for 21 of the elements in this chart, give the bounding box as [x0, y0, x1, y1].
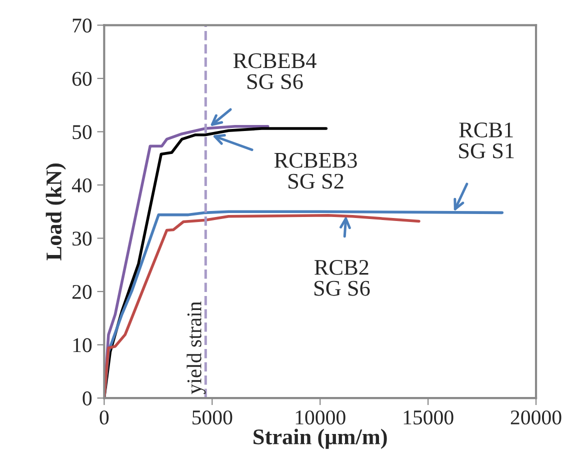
- annotation: RCB1 SG S1: [459, 122, 514, 158]
- y-tick-label: 70: [72, 18, 92, 33]
- y-tick-label: 10: [73, 338, 92, 352]
- annotation: RCBEB4 SG S6: [233, 53, 316, 90]
- annotation: RCBEB3 SG S2: [274, 152, 357, 189]
- ref-line-label: yield strain: [186, 301, 206, 394]
- annotation: RCB2 SG S6: [314, 260, 370, 296]
- y-tick-label: 60: [72, 72, 92, 86]
- y-axis-title: Load (kN): [46, 164, 66, 260]
- y-tick-label: 50: [72, 125, 92, 140]
- x-tick-label: 10000: [296, 410, 346, 425]
- x-tick-label: 20000: [510, 410, 562, 425]
- x-tick-label: 15000: [404, 410, 454, 425]
- line-series: [104, 214, 420, 398]
- y-tick-label: 30: [72, 232, 92, 246]
- y-tick-label: 40: [72, 178, 92, 192]
- y-tick-label: 20: [72, 284, 92, 299]
- x-tick-label: 5000: [192, 410, 232, 425]
- x-tick-label: 0: [100, 410, 109, 425]
- y-tick-label: 0: [82, 391, 92, 406]
- x-axis-title: Strain (μm/m): [254, 428, 387, 449]
